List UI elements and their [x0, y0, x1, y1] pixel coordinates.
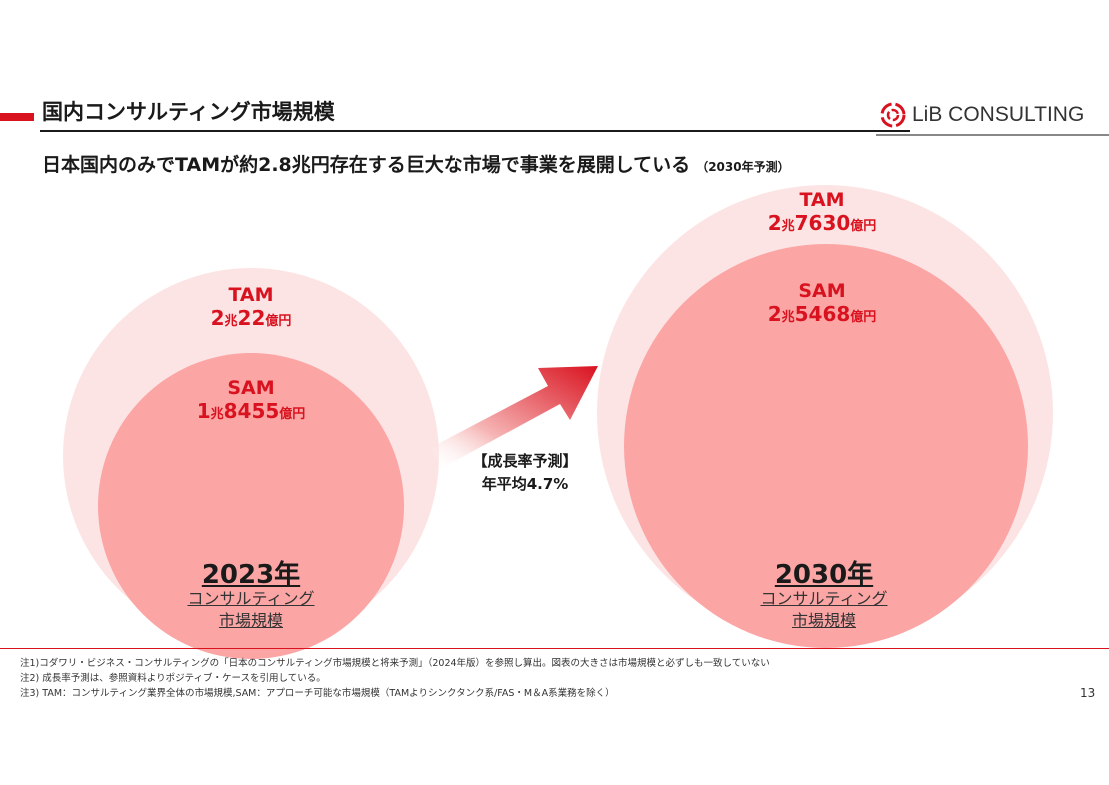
sam-label-2023: SAM 1兆8455億円 [151, 377, 351, 423]
title-accent-bar [0, 113, 34, 121]
company-logo: LiB CONSULTING [880, 98, 1084, 132]
market-caption-line1: コンサルティング [704, 588, 944, 610]
sam-value: 2兆5468億円 [722, 302, 922, 326]
tam-value: 2兆22億円 [151, 306, 351, 330]
subtitle-text: 日本国内のみでTAMが約2.8兆円存在する巨大な市場で事業を展開している [42, 154, 690, 176]
footnote-3: 注3) TAM：コンサルティング業界全体の市場規模,SAM：アプローチ可能な市場… [20, 686, 770, 701]
year-2023: 2023年 [151, 554, 351, 591]
market-caption-line2: 市場規模 [131, 610, 371, 632]
sam-heading: SAM [151, 377, 351, 399]
tam-heading: TAM [151, 284, 351, 306]
page-title: 国内コンサルティング市場規模 [42, 96, 335, 126]
growth-value: 年平均4.7% [450, 473, 600, 496]
growth-rate-label: 【成長率予測】 年平均4.7% [450, 450, 600, 496]
title-divider [40, 130, 910, 132]
logo-swirl-icon [880, 102, 906, 128]
market-caption-2030: コンサルティング 市場規模 [704, 588, 944, 632]
tam-heading: TAM [722, 189, 922, 211]
footnotes: 注1)コダワリ・ビジネス・コンサルティングの「日本のコンサルティング市場規模と将… [20, 656, 770, 701]
footnote-1: 注1)コダワリ・ビジネス・コンサルティングの「日本のコンサルティング市場規模と将… [20, 656, 770, 671]
tam-label-2030: TAM 2兆7630億円 [722, 189, 922, 235]
page-subtitle: 日本国内のみでTAMが約2.8兆円存在する巨大な市場で事業を展開している （203… [42, 150, 790, 177]
sam-heading: SAM [722, 280, 922, 302]
logo-text: LiB CONSULTING [912, 103, 1084, 127]
year-2030: 2030年 [724, 554, 924, 591]
sam-label-2030: SAM 2兆5468億円 [722, 280, 922, 326]
tam-value: 2兆7630億円 [722, 211, 922, 235]
market-caption-line1: コンサルティング [131, 588, 371, 610]
footnote-2: 注2) 成長率予測は、参照資料よりポジティブ・ケースを引用している。 [20, 671, 770, 686]
page-number: 13 [1080, 686, 1095, 700]
tam-label-2023: TAM 2兆22億円 [151, 284, 351, 330]
market-caption-line2: 市場規模 [704, 610, 944, 632]
logo-divider [876, 134, 1109, 136]
sam-value: 1兆8455億円 [151, 399, 351, 423]
market-caption-2023: コンサルティング 市場規模 [131, 588, 371, 632]
subtitle-note: （2030年予測） [696, 160, 789, 174]
footer-divider [0, 648, 1109, 649]
growth-heading: 【成長率予測】 [450, 450, 600, 473]
